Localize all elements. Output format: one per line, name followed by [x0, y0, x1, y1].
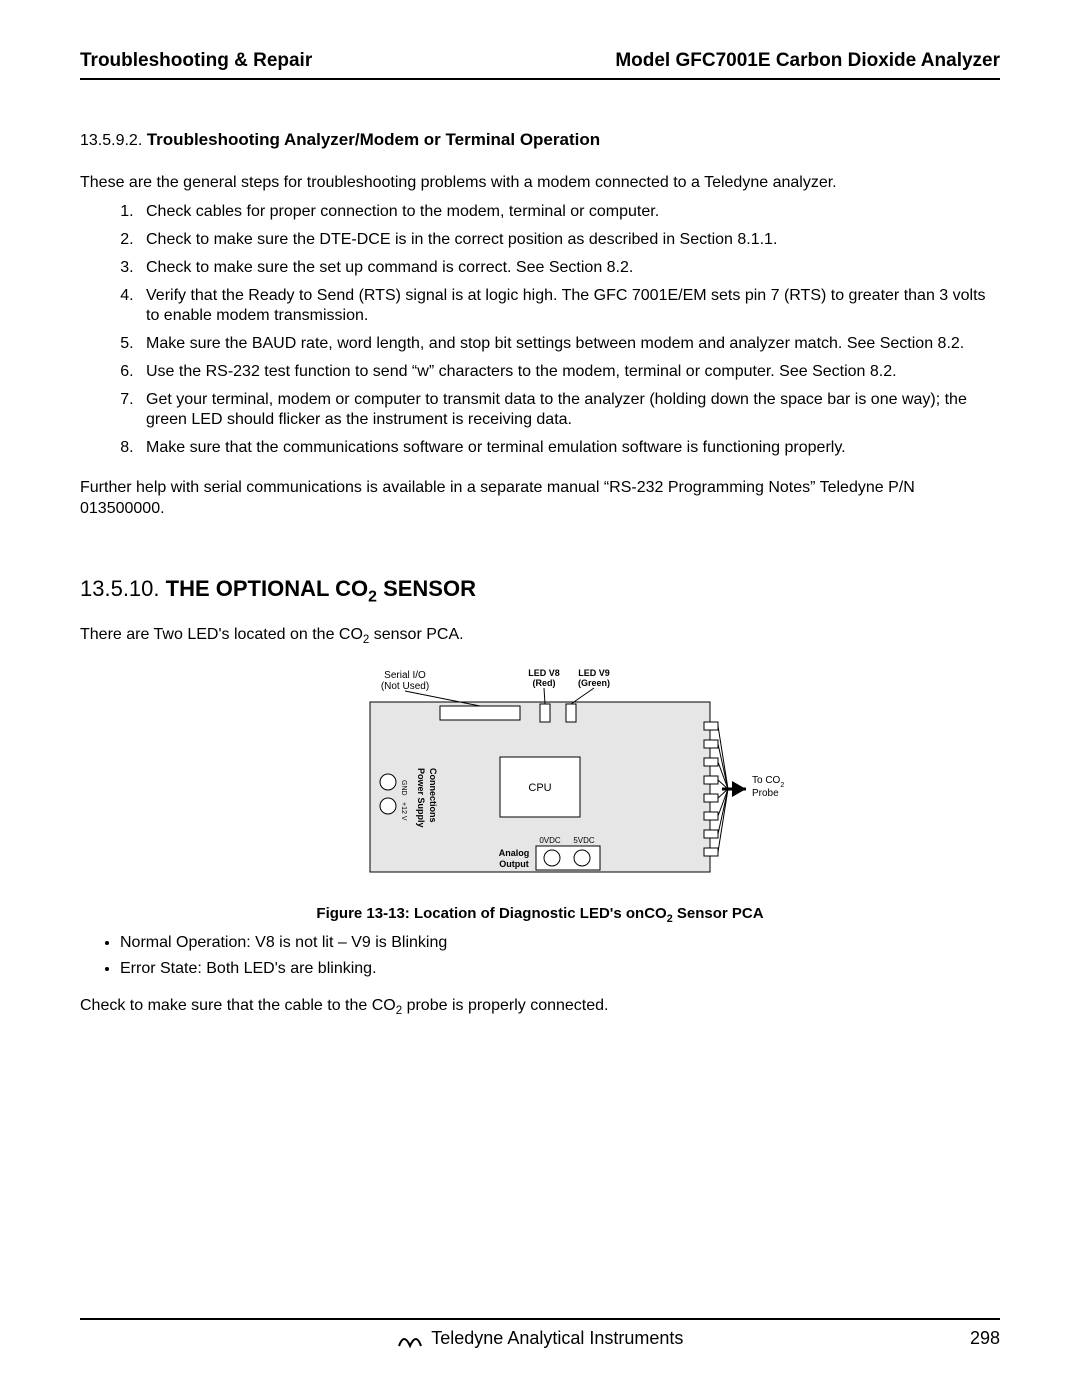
svg-text:Serial I/O: Serial I/O	[384, 670, 426, 681]
check-cable-paragraph: Check to make sure that the cable to the…	[80, 997, 1000, 1017]
footer-page-number: 298	[970, 1328, 1000, 1349]
page-header: Troubleshooting & Repair Model GFC7001E …	[80, 50, 1000, 78]
svg-text:(Not Used): (Not Used)	[381, 681, 429, 692]
step-item: Check to make sure the DTE-DCE is in the…	[138, 230, 1000, 250]
svg-text:5VDC: 5VDC	[573, 836, 595, 845]
svg-text:Analog: Analog	[499, 848, 530, 858]
svg-text:Output: Output	[499, 859, 529, 869]
footer-rule	[80, 1318, 1000, 1320]
step-item: Use the RS-232 test function to send “w”…	[138, 362, 1000, 382]
step-item: Verify that the Ready to Send (RTS) sign…	[138, 286, 1000, 326]
svg-text:0VDC: 0VDC	[539, 836, 561, 845]
svg-text:+12 V: +12 V	[400, 802, 407, 821]
footer-row: Teledyne Analytical Instruments 298	[80, 1328, 1000, 1349]
footer-center: Teledyne Analytical Instruments	[80, 1328, 1000, 1349]
header-rule	[80, 78, 1000, 80]
section-title-text: THE OPTIONAL CO2 SENSOR	[166, 576, 476, 601]
svg-text:(Green): (Green)	[578, 678, 610, 688]
step-item: Make sure the BAUD rate, word length, an…	[138, 334, 1000, 354]
step-item: Make sure that the communications softwa…	[138, 438, 1000, 458]
document-page: Troubleshooting & Repair Model GFC7001E …	[0, 0, 1080, 1397]
svg-text:Connections: Connections	[428, 768, 438, 823]
footer-left-spacer	[80, 1328, 85, 1349]
svg-text:CPU: CPU	[528, 782, 551, 794]
step-item: Check to make sure the set up command is…	[138, 258, 1000, 278]
header-left: Troubleshooting & Repair	[80, 50, 312, 72]
list-item: Error State: Both LED's are blinking.	[120, 959, 1000, 979]
list-item: Normal Operation: V8 is not lit – V9 is …	[120, 933, 1000, 953]
header-right: Model GFC7001E Carbon Dioxide Analyzer	[615, 50, 1000, 72]
subsection-number: 13.5.9.2.	[80, 132, 142, 149]
figure-caption: Figure 13-13: Location of Diagnostic LED…	[80, 905, 1000, 925]
further-help-paragraph: Further help with serial communications …	[80, 478, 1000, 520]
led-states-list: Normal Operation: V8 is not lit – V9 is …	[80, 933, 1000, 979]
svg-text:To CO2: To CO2	[752, 775, 784, 789]
section-number: 13.5.10.	[80, 576, 160, 601]
page-footer: Teledyne Analytical Instruments 298	[80, 1318, 1000, 1349]
svg-text:LED V9: LED V9	[578, 668, 610, 678]
pca-diagram: Serial I/O(Not Used) LED V8(Red) LED V9(Gr…	[80, 662, 1000, 897]
pca-diagram-svg: Serial I/O(Not Used) LED V8(Red) LED V9(Gr…	[290, 662, 790, 892]
troubleshooting-steps: Check cables for proper connection to th…	[80, 202, 1000, 458]
subsection-title: Troubleshooting Analyzer/Modem or Termin…	[147, 130, 600, 149]
led-paragraph: There are Two LED's located on the CO2 s…	[80, 626, 1000, 646]
svg-text:(Red): (Red)	[533, 678, 556, 688]
footer-company: Teledyne Analytical Instruments	[431, 1328, 683, 1348]
svg-text:GND: GND	[400, 780, 407, 796]
section-heading: 13.5.10. THE OPTIONAL CO2 SENSOR	[80, 576, 1000, 606]
step-item: Get your terminal, modem or computer to …	[138, 390, 1000, 430]
svg-text:Probe: Probe	[752, 788, 779, 799]
svg-text:Power Supply: Power Supply	[416, 768, 426, 828]
subsection-heading: 13.5.9.2. Troubleshooting Analyzer/Modem…	[80, 130, 1000, 150]
step-item: Check cables for proper connection to th…	[138, 202, 1000, 222]
teledyne-logo-icon	[397, 1330, 423, 1348]
intro-paragraph: These are the general steps for troubles…	[80, 174, 1000, 192]
svg-text:LED V8: LED V8	[528, 668, 560, 678]
